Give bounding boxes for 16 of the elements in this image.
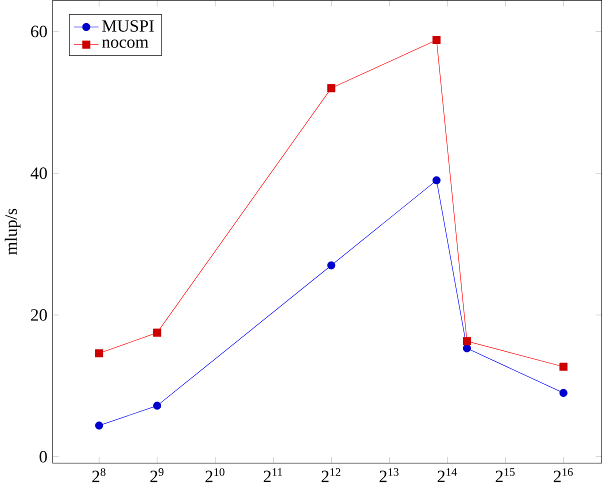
y-axis-title: mlup/s [4, 208, 20, 255]
x-tick-label: 2$^{9}$ [150, 468, 164, 482]
x-tick-label: 2$^{11}$ [264, 468, 282, 482]
y-tick-label: 40 [30, 167, 47, 180]
x-tick-label: 2$^{8}$ [92, 468, 106, 482]
legend-label: MUSPI [102, 20, 154, 32]
x-tick-label: 2$^{16}$ [554, 468, 573, 482]
x-tick-label: 2$^{13}$ [380, 468, 399, 482]
x-tick-label: 2$^{14}$ [438, 468, 457, 482]
y-tick-label: 60 [31, 26, 47, 38]
y-tick-label: 20 [31, 309, 47, 321]
legend-label: nocom [102, 40, 148, 48]
x-tick-label: 2$^{12}$ [322, 468, 340, 482]
x-tick-label: 2$^{15}$ [496, 468, 515, 482]
y-tick-label: 0 [40, 450, 47, 463]
x-tick-label: 2$^{10}$ [206, 468, 224, 482]
